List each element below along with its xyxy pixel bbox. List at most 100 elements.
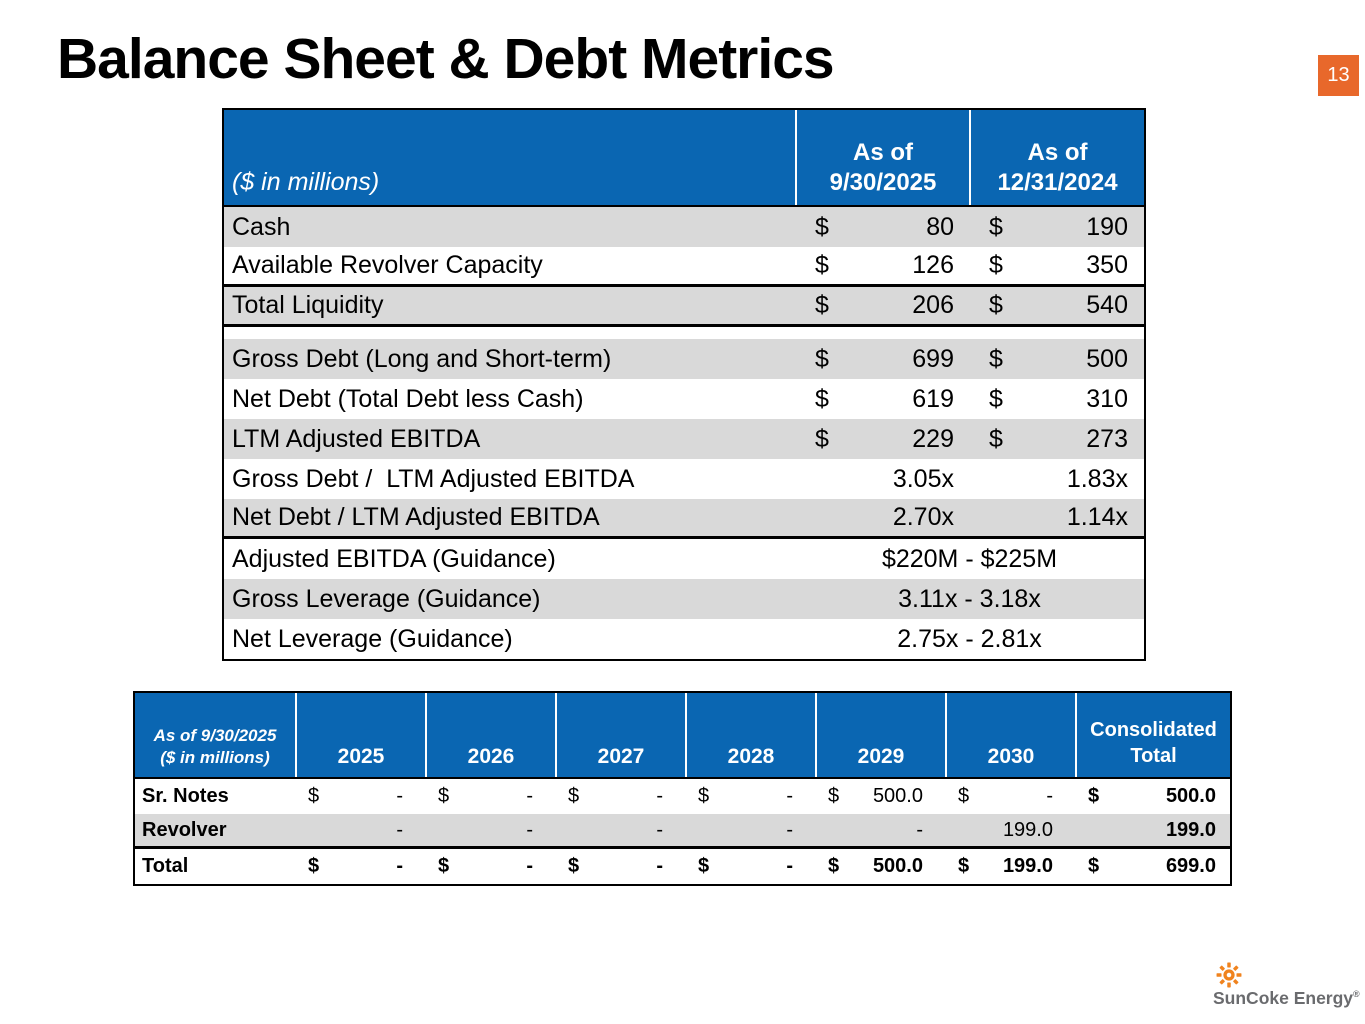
cell-value: -	[526, 785, 533, 807]
currency-symbol: $	[1088, 855, 1100, 877]
table-row: Gross Debt (Long and Short-term) $699 $500	[224, 339, 1144, 379]
cell-value: 500	[1086, 344, 1128, 373]
currency-symbol: $	[815, 344, 829, 373]
column-header-year: 2026	[425, 693, 555, 777]
company-logo: SunCoke Energy®	[1213, 962, 1360, 1009]
value-cell: $350	[969, 251, 1144, 280]
cell-value: -	[786, 818, 793, 841]
value-cell: $619	[795, 385, 969, 414]
column-header-year: 2030	[945, 693, 1075, 777]
row-label: LTM Adjusted EBITDA	[232, 424, 481, 453]
cell-value: -	[656, 818, 663, 841]
cell-value: -	[396, 855, 403, 877]
table-row: Gross Debt / LTM Adjusted EBITDA 3.05x 1.8…	[224, 459, 1144, 499]
currency-symbol: $	[989, 344, 1003, 373]
cell-value: -	[526, 855, 533, 877]
cell-value: -	[656, 785, 663, 807]
year-value-cell: $ -	[685, 785, 815, 808]
row-label: Adjusted EBITDA (Guidance)	[232, 544, 556, 573]
table-row: Revolver - - - - - 199.0 199.0	[135, 814, 1230, 849]
cell-value: -	[396, 785, 403, 807]
debt-maturity-table-header: As of 9/30/2025 ($ in millions) 2025 2026…	[135, 693, 1230, 779]
currency-symbol: $	[828, 785, 840, 807]
currency-symbol: $	[308, 855, 320, 877]
page-number: 13	[1327, 64, 1350, 86]
cell-value: 199.0	[1002, 818, 1053, 841]
row-label: Revolver	[142, 818, 227, 841]
row-label: Net Leverage (Guidance)	[232, 624, 513, 653]
cell-value: 273	[1086, 424, 1128, 453]
cell-value: 500.0	[872, 855, 923, 877]
span-value: 2.75x - 2.81x	[897, 624, 1042, 653]
value-cell: $206	[795, 291, 969, 320]
column-header-year: 2028	[685, 693, 815, 777]
debt-maturity-table-body: Sr. Notes $ - $ - $ - $ - $500.0 $ - $500.0 Revolver -…	[135, 779, 1230, 884]
cell-value: 310	[1086, 384, 1128, 413]
balance-sheet-table-header: ($ in millions) As of 9/30/2025 As of 12…	[224, 110, 1144, 207]
cell-value: 350	[1086, 251, 1128, 279]
cell-value: -	[396, 818, 403, 841]
cell-value: 500.0	[1165, 785, 1216, 807]
currency-symbol: $	[989, 212, 1003, 241]
table-row: Total $ - $ - $ - $ - $500.0 $199.0 $699.0	[135, 849, 1230, 884]
table-row: Total Liquidity $206 $540	[224, 287, 1144, 327]
registered-mark: ®	[1353, 989, 1360, 1000]
year-value-cell: -	[295, 819, 425, 842]
currency-symbol: $	[815, 212, 829, 241]
value-cell: $310	[969, 385, 1144, 414]
cell-value: -	[786, 855, 793, 877]
year-value-cell: -	[815, 819, 945, 842]
year-value-cell: $ -	[295, 855, 425, 878]
row-label: Total	[142, 855, 189, 877]
cell-value: 199.0	[1165, 818, 1216, 841]
currency-symbol: $	[438, 855, 450, 877]
row-label: Net Debt / LTM Adjusted EBITDA	[232, 503, 600, 531]
maturity-units-label: As of 9/30/2025 ($ in millions)	[153, 725, 277, 767]
units-label: ($ in millions)	[232, 168, 380, 196]
year-value-cell: $ -	[425, 785, 555, 808]
cell-value: 619	[912, 384, 954, 413]
row-label: Gross Leverage (Guidance)	[232, 584, 541, 613]
row-label: Gross Debt / LTM Adjusted EBITDA	[232, 464, 635, 493]
cell-value: 126	[912, 251, 954, 279]
balance-sheet-table-body: Cash $80 $190 Available Revolver Capacity $1…	[224, 207, 1144, 659]
year-value-cell: -	[685, 819, 815, 842]
currency-symbol: $	[568, 855, 580, 877]
currency-symbol: $	[815, 251, 829, 279]
year-value-cell: -	[425, 819, 555, 842]
total-value-cell: $500.0	[1075, 785, 1230, 808]
currency-symbol: $	[958, 785, 970, 807]
row-label: Available Revolver Capacity	[232, 251, 543, 279]
currency-symbol: $	[989, 424, 1003, 453]
currency-symbol: $	[989, 384, 1003, 413]
table-row: Sr. Notes $ - $ - $ - $ - $500.0 $ - $500.0	[135, 779, 1230, 814]
cell-value: 3.05x	[892, 464, 954, 493]
year-columns: 2025 2026 2027 2028 2029 2030	[295, 693, 1075, 777]
table-row: Adjusted EBITDA (Guidance) $220M - $225M	[224, 539, 1144, 579]
cell-value: 199.0	[1002, 855, 1053, 877]
currency-symbol: $	[568, 785, 580, 807]
value-cell: $500	[969, 345, 1144, 374]
debt-maturity-table: As of 9/30/2025 ($ in millions) 2025 2026…	[133, 691, 1232, 886]
page-number-badge: 13	[1318, 55, 1359, 96]
cell-value: 80	[926, 212, 954, 241]
cell-value: -	[526, 818, 533, 841]
currency-symbol: $	[815, 424, 829, 453]
row-label: Cash	[232, 212, 291, 241]
year-value-cell: $500.0	[815, 855, 945, 878]
value-cell: 2.70x	[795, 503, 969, 532]
logo-text: SunCoke Energy®	[1213, 988, 1360, 1008]
value-cell: 1.83x	[969, 465, 1144, 494]
currency-symbol: $	[958, 855, 970, 877]
currency-symbol: $	[815, 291, 829, 319]
row-label: Net Debt (Total Debt less Cash)	[232, 384, 584, 413]
year-value-cell: -	[555, 819, 685, 842]
column-header-year: 2029	[815, 693, 945, 777]
cell-value: 1.83x	[1066, 464, 1128, 493]
value-cell: 3.05x	[795, 465, 969, 494]
cell-value: 699	[912, 344, 954, 373]
value-cell: $540	[969, 291, 1144, 320]
cell-value: 229	[912, 424, 954, 453]
cell-value: 500.0	[872, 785, 923, 807]
